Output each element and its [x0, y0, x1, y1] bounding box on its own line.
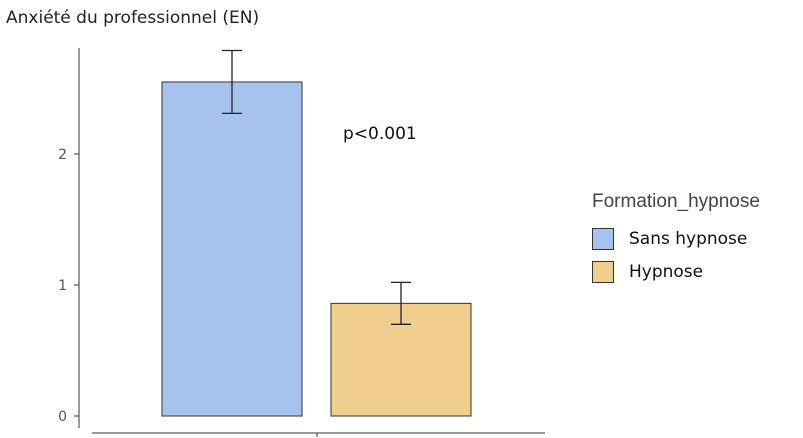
legend-label-hypnose: Hypnose	[629, 262, 704, 282]
legend-label-sans-hypnose: Sans hypnose	[629, 229, 748, 249]
y-tick-label-0: 0	[58, 409, 67, 425]
bar-sans-hypnose	[161, 81, 303, 417]
legend-item-sans-hypnose: Sans hypnose	[592, 228, 747, 250]
y-tick-label-1: 1	[58, 278, 67, 294]
legend-swatch-hypnose	[592, 261, 614, 283]
legend-swatch-sans-hypnose	[592, 228, 614, 250]
p-value-annotation: p<0.001	[343, 124, 417, 144]
legend-title: Formation_hypnose	[592, 191, 760, 212]
y-axis-label: Anxiété du professionnel (EN)	[6, 8, 260, 28]
y-tick-label-2: 2	[58, 147, 67, 163]
legend-item-hypnose: Hypnose	[592, 261, 703, 283]
